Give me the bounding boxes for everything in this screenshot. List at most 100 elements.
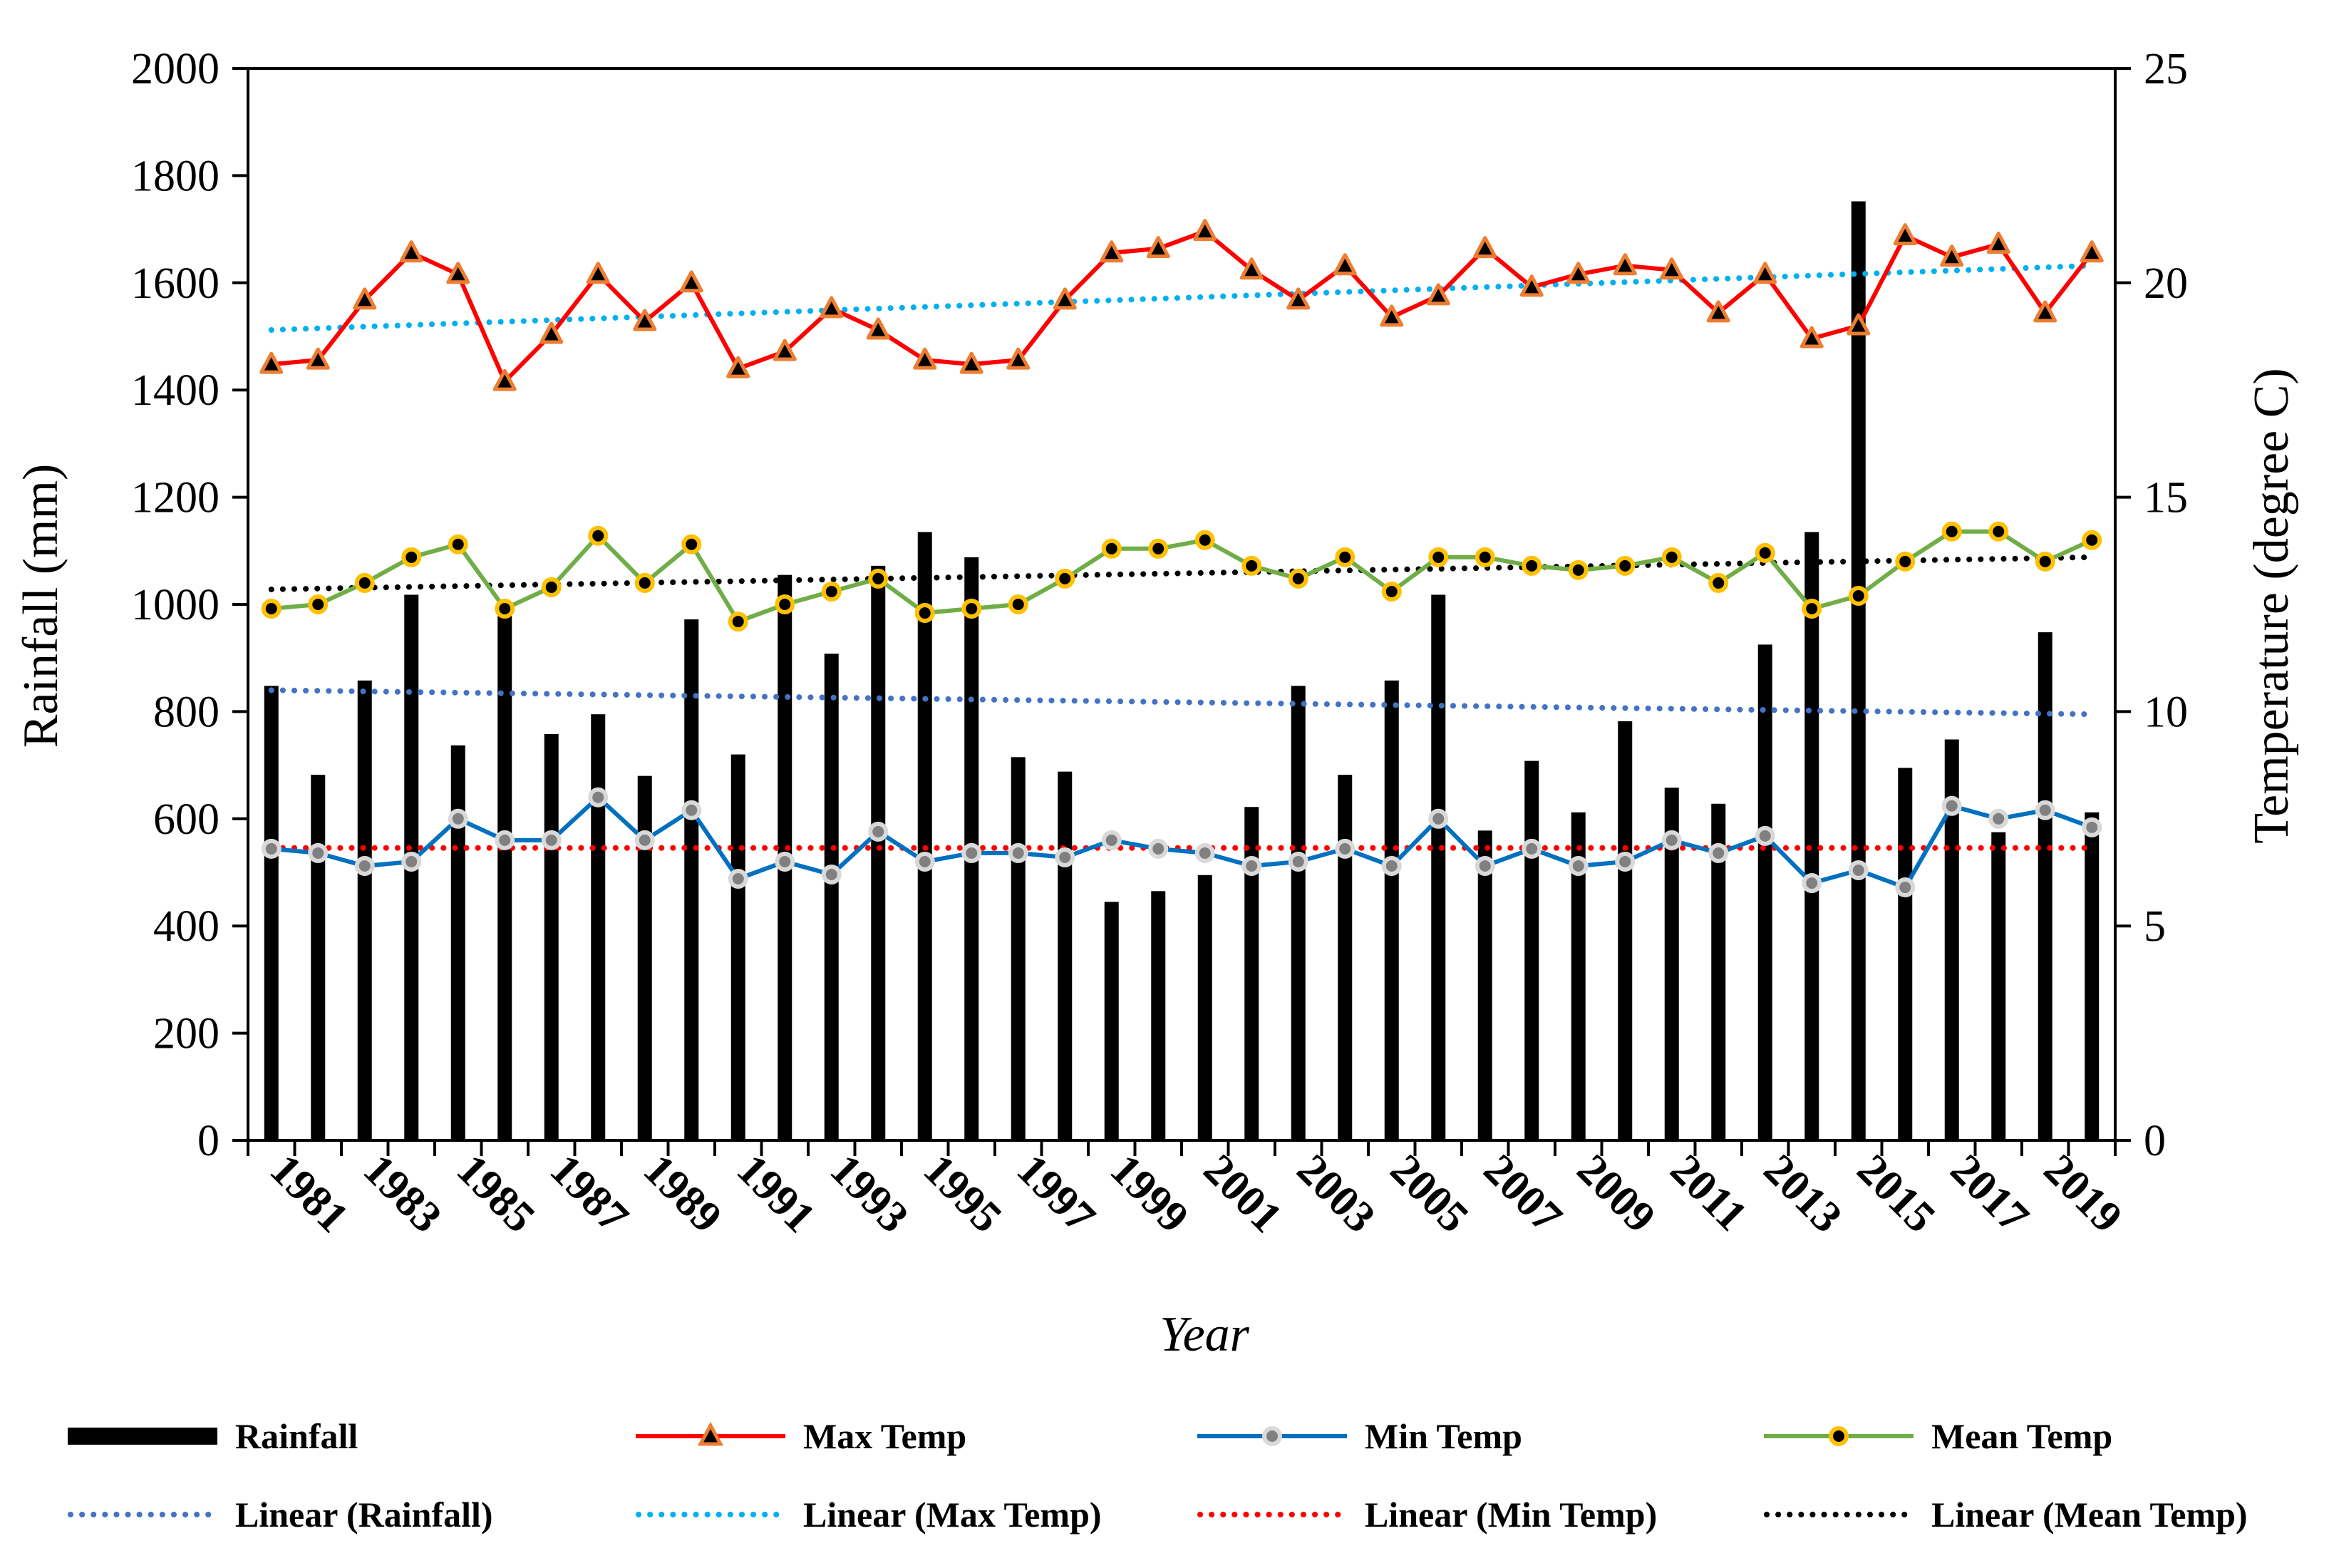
- max-temp-point-1986: [492, 368, 517, 391]
- max-temp-point-1992: [773, 339, 797, 361]
- min-temp-point-2007: [1475, 855, 1495, 876]
- min-temp-point-2020: [2082, 817, 2102, 837]
- left-tick-label: 600: [153, 795, 220, 844]
- min-temp-point-2006: [1428, 808, 1449, 829]
- y-axis-title-left: Rainfall (mm): [14, 464, 68, 748]
- x-tick-label: 1987: [541, 1145, 638, 1242]
- x-tick-label: 2009: [1568, 1145, 1665, 1242]
- max-temp-point-2014: [1799, 326, 1824, 349]
- right-tick-label: 0: [2144, 1117, 2166, 1165]
- rainfall-bar-1993: [824, 654, 839, 1140]
- rainfall-bar-1982: [311, 775, 326, 1140]
- rainfall-bars: [264, 201, 2100, 1141]
- rainfall-bar-2010: [1618, 721, 1633, 1140]
- right-tick-label: 10: [2144, 688, 2188, 736]
- mean-temp-point-2009: [1568, 559, 1589, 580]
- min-temp-point-2018: [1988, 808, 2009, 829]
- max-temp-point-1982: [306, 347, 330, 370]
- rainfall-bar-1999: [1104, 902, 1119, 1140]
- right-axis-ticks: 0 5 10 15 20 25: [2115, 45, 2188, 1165]
- rainfall-bar-2013: [1757, 644, 1772, 1140]
- max-temp-point-2011: [1660, 257, 1684, 280]
- mean-temp-point-1992: [775, 594, 795, 614]
- max-temp-point-2010: [1613, 253, 1637, 276]
- left-tick-label: 1400: [131, 366, 220, 415]
- mean-temp-point-2006: [1428, 547, 1449, 567]
- mean-temp-point-1989: [634, 572, 655, 593]
- x-tick-label: 1993: [821, 1145, 918, 1242]
- min-temp-point-1999: [1101, 830, 1122, 850]
- legend-max-temp-marker: [697, 1421, 724, 1446]
- min-temp-point-2000: [1148, 838, 1169, 859]
- mean-temp-point-2020: [2082, 530, 2102, 550]
- min-temp-point-1997: [1008, 842, 1028, 863]
- min-temp-point-1989: [634, 830, 655, 850]
- rainfall-bar-2011: [1664, 788, 1679, 1140]
- left-tick-label: 1800: [131, 152, 220, 200]
- min-temp-point-1991: [728, 869, 748, 889]
- min-temp-point-1998: [1055, 847, 1075, 867]
- min-temp-point-2014: [1802, 873, 1822, 894]
- x-tick-label: 1983: [354, 1145, 451, 1242]
- mean-temp-point-1993: [821, 581, 842, 602]
- legend-min-temp-label: Min Temp: [1365, 1416, 1522, 1456]
- rainfall-bar-2006: [1431, 594, 1446, 1140]
- max-temp-point-2018: [1986, 232, 2010, 254]
- max-temp-point-2015: [1847, 313, 1871, 336]
- x-axis-title: Year: [1160, 1307, 1250, 1362]
- rainfall-bar-2003: [1291, 686, 1306, 1140]
- min-temp-point-1984: [401, 851, 422, 872]
- min-temp-point-1986: [495, 830, 515, 850]
- right-tick-label: 15: [2144, 474, 2188, 522]
- max-temp-point-1991: [726, 356, 750, 378]
- mean-temp-point-1988: [588, 525, 609, 546]
- max-temp-point-2002: [1239, 257, 1264, 280]
- x-tick-label: 2003: [1288, 1145, 1385, 1242]
- mean-temp-point-2007: [1475, 547, 1495, 567]
- max-temp-point-1994: [866, 317, 890, 340]
- rainfall-bar-1988: [591, 714, 606, 1140]
- rainfall-bar-2001: [1197, 875, 1212, 1140]
- min-temp-line: [271, 795, 2093, 890]
- min-temp-point-1990: [681, 800, 702, 820]
- mean-temp-point-1990: [681, 534, 702, 555]
- rainfall-bar-1998: [1058, 771, 1073, 1140]
- min-temp-point-2004: [1335, 838, 1355, 859]
- mean-temp-point-2019: [2035, 551, 2055, 572]
- temperature-markers: [259, 219, 2104, 898]
- max-temp-point-1988: [586, 262, 610, 284]
- legend-min-temp-marker: [1262, 1426, 1282, 1446]
- min-temp-point-2001: [1194, 842, 1215, 863]
- mean-temp-point-2012: [1708, 572, 1729, 593]
- max-temp-point-2008: [1519, 274, 1544, 297]
- x-tick-label: 1999: [1101, 1145, 1198, 1242]
- max-temp-point-2004: [1333, 253, 1357, 276]
- min-temp-point-2003: [1288, 851, 1308, 872]
- left-tick-label: 800: [153, 688, 220, 736]
- min-temp-point-1996: [961, 842, 982, 863]
- mean-temp-point-2010: [1615, 555, 1636, 576]
- mean-temp-point-2014: [1802, 599, 1822, 619]
- temperature-lines: [271, 229, 2094, 890]
- max-temp-point-1990: [679, 270, 703, 293]
- rainfall-bar-1995: [917, 532, 932, 1140]
- legend-rainfall-swatch: [68, 1428, 217, 1445]
- max-temp-point-2005: [1380, 304, 1404, 327]
- max-temp-line: [271, 229, 2094, 384]
- max-temp-point-2013: [1753, 262, 1777, 284]
- max-temp-point-1997: [1006, 347, 1031, 370]
- x-tick-label: 2007: [1475, 1145, 1571, 1242]
- mean-temp-point-2011: [1661, 547, 1682, 567]
- mean-temp-point-1998: [1055, 568, 1075, 589]
- mean-temp-point-2004: [1335, 547, 1355, 567]
- rainfall-bar-2018: [1991, 832, 2006, 1140]
- left-tick-label: 1600: [131, 259, 220, 308]
- x-tick-label: 2001: [1194, 1145, 1291, 1242]
- rainfall-bar-2017: [1944, 739, 1959, 1140]
- right-tick-label: 20: [2144, 259, 2188, 308]
- max-temp-point-1996: [959, 351, 983, 374]
- left-axis-ticks: 0 200 400 600 800 1000 1200 1400 1600 1800 2000: [131, 45, 248, 1165]
- min-temp-point-2011: [1661, 830, 1682, 850]
- left-tick-label: 200: [153, 1010, 220, 1058]
- x-tick-label: 2005: [1381, 1145, 1478, 1242]
